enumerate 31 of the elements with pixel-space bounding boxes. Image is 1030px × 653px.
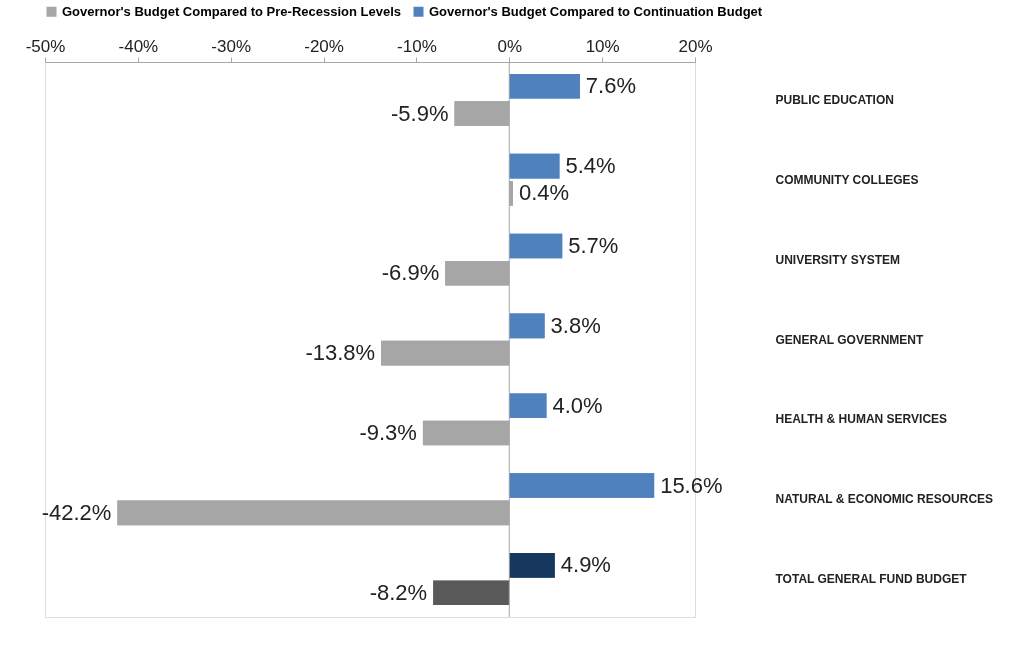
data-label: -5.9%	[391, 100, 449, 126]
x-tick-label: -30%	[211, 36, 252, 56]
data-label: 7.6%	[585, 73, 637, 99]
x-tick-label: -50%	[25, 36, 66, 56]
y-tick-label: PUBLIC EDUCATION	[775, 92, 894, 107]
y-tick-label: GENERAL GOVERNMENT	[775, 332, 924, 347]
legend-label: Governor's Budget Compared to Pre-Recession Levels	[62, 3, 402, 19]
data-label: -42.2%	[41, 499, 112, 525]
data-label: -8.2%	[369, 579, 428, 605]
data-label: 0.4%	[519, 180, 570, 206]
x-tick-label: -20%	[304, 36, 344, 56]
y-tick-label: COMMUNITY COLLEGES	[775, 172, 919, 187]
data-label: 5.4%	[565, 153, 616, 179]
y-tick-label: UNIVERSITY SYSTEM	[775, 252, 900, 267]
y-tick-label: HEALTH & HUMAN SERVICES	[775, 412, 948, 427]
y-tick-label: TOTAL GENERAL FUND BUDGET	[775, 572, 968, 587]
x-tick-label: 10%	[585, 36, 620, 56]
x-tick-label: 20%	[678, 36, 713, 56]
data-label: -6.9%	[381, 260, 440, 286]
y-tick-label: NATURAL & ECONOMIC RESOURCES	[775, 492, 994, 507]
data-label: -9.3%	[359, 420, 417, 446]
x-tick-label: -40%	[118, 36, 159, 56]
data-label: 5.7%	[568, 232, 619, 258]
data-label: 4.0%	[552, 392, 603, 418]
data-label: 3.8%	[550, 312, 601, 338]
data-label: -13.8%	[305, 340, 376, 366]
legend-label: Governor's Budget Compared to Continuation Budget	[429, 3, 763, 19]
data-label: 15.6%	[660, 472, 723, 498]
x-tick-label: 0%	[497, 36, 523, 56]
x-tick-label: -10%	[397, 36, 437, 56]
data-label: 4.9%	[560, 552, 611, 578]
